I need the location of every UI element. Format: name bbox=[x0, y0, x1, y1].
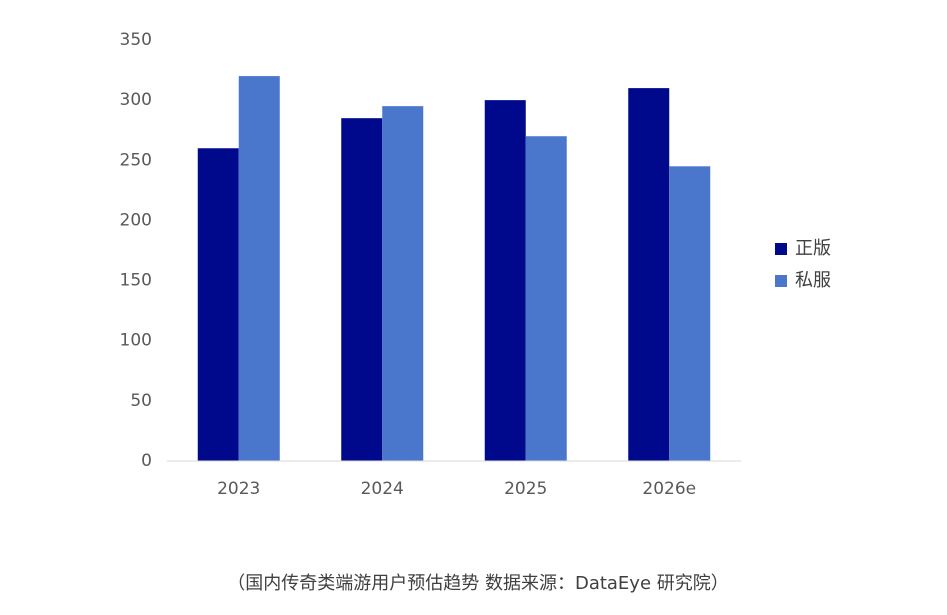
y-tick-label: 350 bbox=[120, 30, 152, 50]
x-tick-label: 2023 bbox=[217, 479, 260, 499]
bar bbox=[628, 88, 670, 461]
y-tick-label: 300 bbox=[120, 90, 152, 110]
x-tick-label: 2024 bbox=[361, 479, 404, 499]
bar bbox=[669, 166, 711, 462]
bar bbox=[382, 106, 424, 462]
y-tick-label: 250 bbox=[120, 150, 152, 170]
bar bbox=[197, 148, 239, 461]
y-tick-label: 0 bbox=[141, 451, 152, 471]
y-tick-label: 50 bbox=[130, 391, 152, 411]
x-tick-label: 2025 bbox=[504, 479, 547, 499]
legend-label: 私服 bbox=[795, 270, 831, 291]
bar bbox=[341, 118, 383, 461]
legend-swatch bbox=[775, 243, 787, 255]
y-tick-label: 150 bbox=[120, 271, 152, 291]
legend-label: 正版 bbox=[795, 238, 831, 259]
bar bbox=[238, 76, 280, 461]
y-tick-label: 100 bbox=[120, 331, 152, 351]
bar bbox=[484, 100, 526, 462]
legend-swatch bbox=[775, 275, 787, 287]
bar bbox=[525, 136, 567, 461]
x-tick-label: 2026e bbox=[642, 479, 696, 499]
y-tick-label: 200 bbox=[120, 210, 152, 230]
caption: （国内传奇类端游用户预估趋势 数据来源：DataEye 研究院） bbox=[227, 573, 729, 594]
